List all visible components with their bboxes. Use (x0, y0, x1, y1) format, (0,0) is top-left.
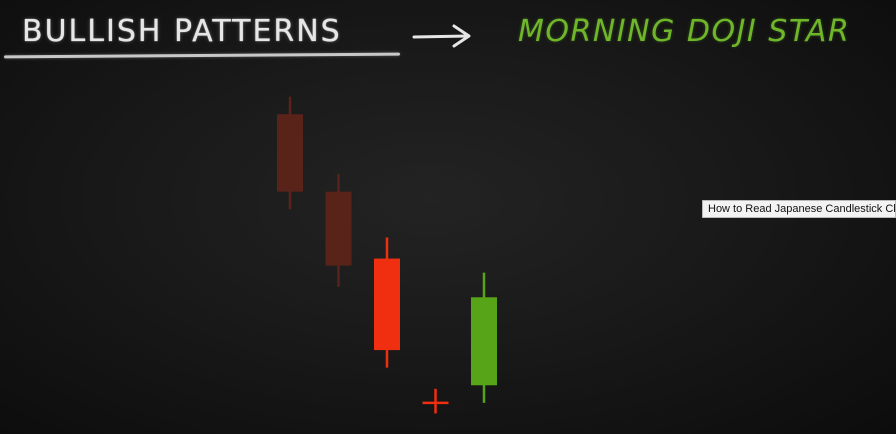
pattern-name-title: MORNING DOJI STAR (518, 14, 851, 49)
video-title-tooltip: How to Read Japanese Candlestick Charts (702, 200, 896, 218)
candle-body (325, 191, 352, 266)
candle-3 (374, 237, 400, 368)
candle-1 (277, 96, 303, 210)
candle-body (471, 297, 497, 386)
candle-4 (422, 388, 449, 414)
pattern-category-title: BULLISH PATTERNS (22, 14, 342, 49)
candle-body (277, 114, 303, 192)
candle-body (374, 258, 400, 351)
right-arrow-icon (412, 24, 471, 48)
candle-2 (325, 174, 352, 287)
candle-5 (471, 272, 497, 403)
